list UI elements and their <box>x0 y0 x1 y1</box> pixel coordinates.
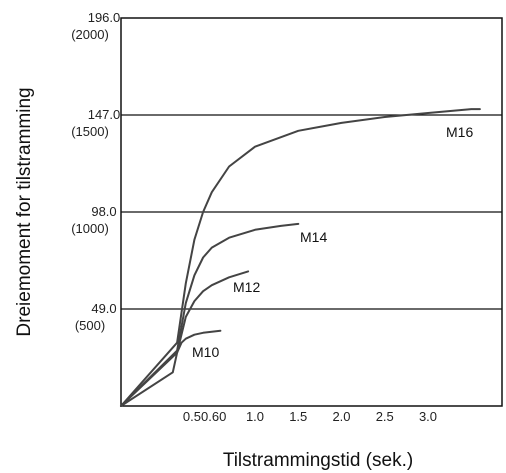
series-label-M14: M14 <box>300 229 327 245</box>
y-tick-sublabel: (1500) <box>71 124 109 139</box>
y-tick-label: 98.0 <box>91 204 116 219</box>
series-line-M14 <box>120 222 300 407</box>
x-tick-label: 1.5 <box>289 409 307 424</box>
x-tick-label: 3.0 <box>419 409 437 424</box>
y-tick-sublabel: (1000) <box>71 221 109 236</box>
series-label-M10: M10 <box>192 344 219 360</box>
series-line-M10 <box>120 329 222 407</box>
x-tick-label: 0.60 <box>201 409 226 424</box>
series-label-M12: M12 <box>233 279 260 295</box>
y-tick-sublabel: (2000) <box>71 27 109 42</box>
x-tick-label: 1.0 <box>246 409 264 424</box>
series-label-M16: M16 <box>446 124 473 140</box>
y-tick-sublabel: (500) <box>75 318 105 333</box>
x-tick-label: 0.5 <box>183 409 201 424</box>
y-tick-label: 147.0 <box>88 107 121 122</box>
series-line-M16 <box>120 108 481 407</box>
y-tick-label: 49.0 <box>91 301 116 316</box>
series-line-M12 <box>120 270 250 407</box>
x-axis-title: Tilstrammingstid (sek.) <box>223 450 413 471</box>
x-tick-label: 2.0 <box>332 409 350 424</box>
y-axis-title: Dreiemoment for tilstramming <box>14 87 35 336</box>
x-tick-label: 2.5 <box>376 409 394 424</box>
y-tick-label: 196.0 <box>88 10 121 25</box>
